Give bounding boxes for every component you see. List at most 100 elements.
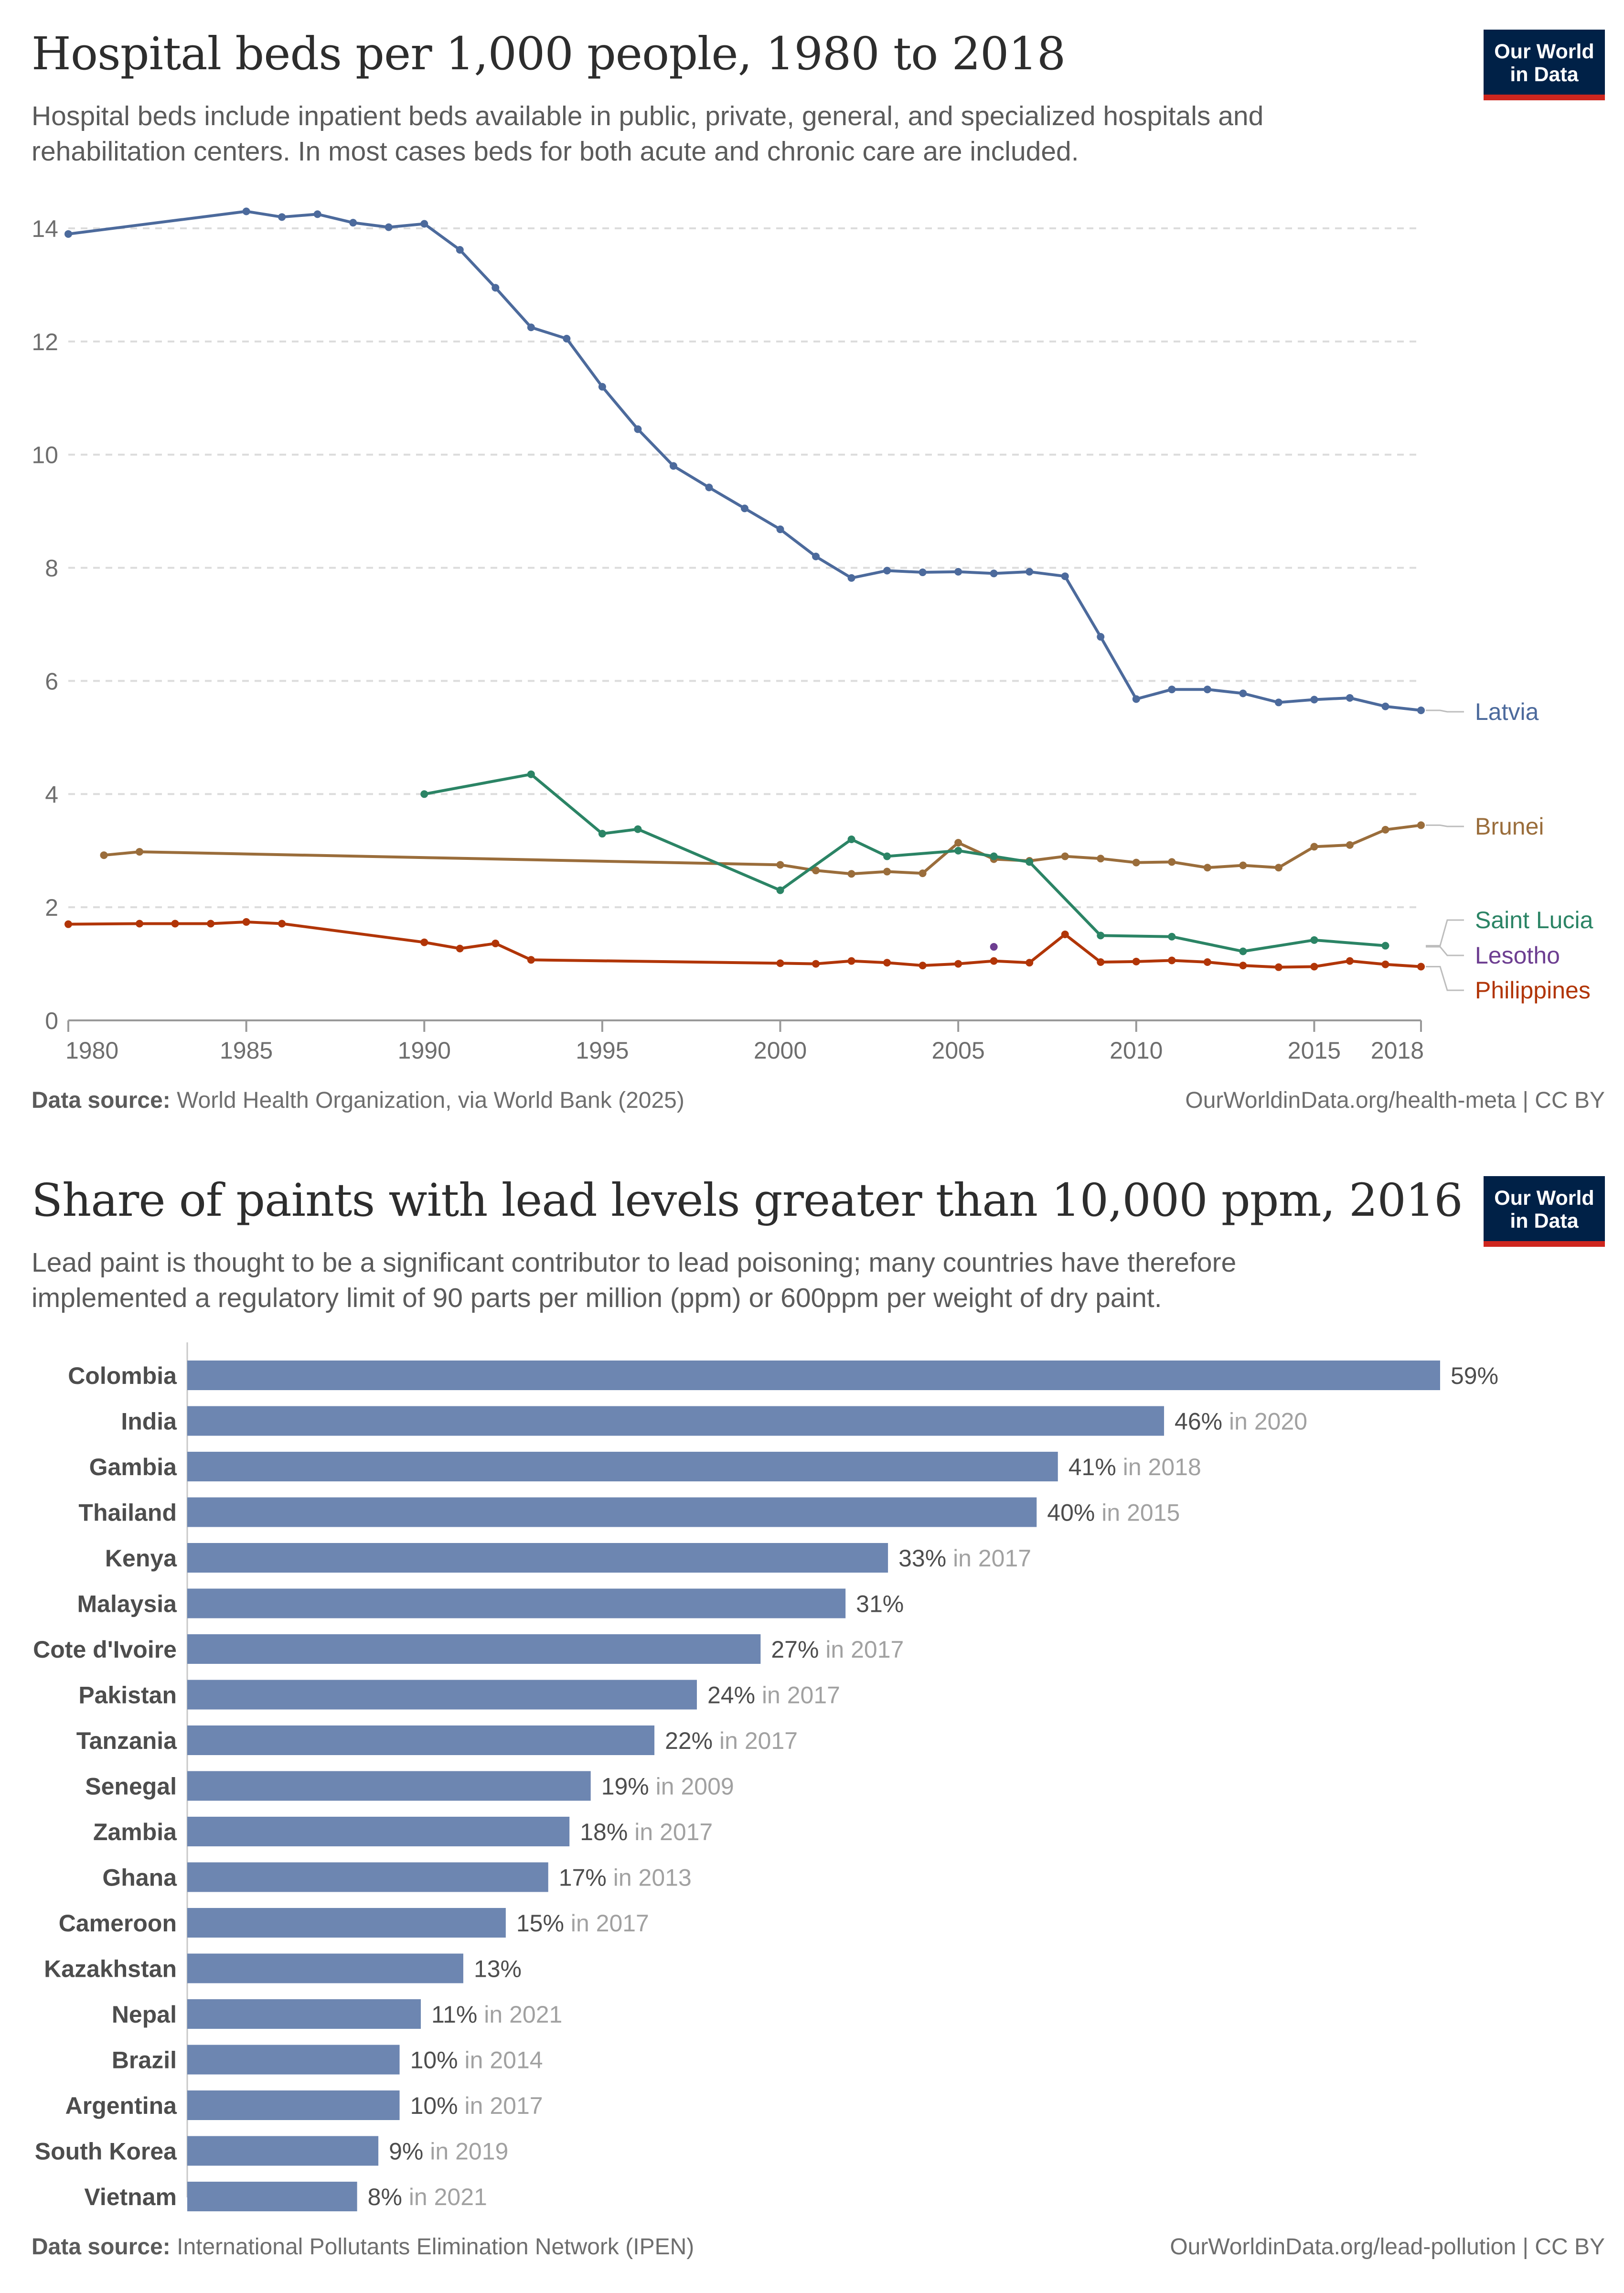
data-point-philippines[interactable] [456, 944, 464, 953]
data-point-saint-lucia[interactable] [883, 852, 891, 860]
data-point-philippines[interactable] [1417, 963, 1425, 971]
bar[interactable] [187, 1497, 1037, 1527]
data-point-philippines[interactable] [812, 960, 820, 968]
data-point-brunei[interactable] [1274, 864, 1282, 872]
data-point-latvia[interactable] [847, 574, 855, 582]
bar[interactable] [187, 2045, 400, 2075]
data-point-latvia[interactable] [990, 569, 998, 578]
data-point-latvia[interactable] [1417, 707, 1425, 715]
data-point-philippines[interactable] [1097, 958, 1105, 966]
data-point-brunei[interactable] [1061, 852, 1069, 860]
bar[interactable] [187, 1908, 506, 1938]
data-point-philippines[interactable] [527, 956, 535, 964]
data-point-saint-lucia[interactable] [420, 790, 428, 798]
data-point-brunei[interactable] [1168, 858, 1176, 866]
data-point-latvia[interactable] [456, 246, 464, 254]
data-point-latvia[interactable] [1239, 689, 1247, 697]
source-url-link[interactable]: OurWorldinData.org/lead-pollution | CC B… [1170, 2234, 1605, 2260]
data-point-philippines[interactable] [1026, 959, 1034, 967]
data-point-latvia[interactable] [1203, 686, 1211, 694]
data-point-philippines[interactable] [1168, 956, 1176, 964]
bar[interactable] [187, 1634, 761, 1664]
data-point-lesotho[interactable] [990, 943, 998, 951]
series-line-brunei[interactable] [104, 824, 1421, 876]
data-point-brunei[interactable] [847, 870, 855, 878]
bar[interactable] [187, 1361, 1440, 1390]
data-point-latvia[interactable] [598, 383, 606, 391]
data-point-brunei[interactable] [812, 867, 820, 875]
data-point-brunei[interactable] [1097, 855, 1105, 863]
data-point-latvia[interactable] [420, 220, 428, 228]
data-point-philippines[interactable] [171, 920, 179, 928]
data-point-saint-lucia[interactable] [1026, 858, 1034, 866]
data-point-philippines[interactable] [1061, 930, 1069, 938]
bar[interactable] [187, 1771, 591, 1801]
data-point-saint-lucia[interactable] [954, 846, 962, 855]
data-point-latvia[interactable] [1097, 633, 1105, 641]
data-point-philippines[interactable] [278, 920, 286, 928]
data-point-philippines[interactable] [136, 920, 144, 928]
data-point-latvia[interactable] [1346, 694, 1354, 702]
data-point-latvia[interactable] [527, 323, 535, 332]
data-point-latvia[interactable] [385, 223, 393, 231]
bar[interactable] [187, 1406, 1165, 1436]
bar[interactable] [187, 1680, 697, 1710]
data-point-latvia[interactable] [1061, 572, 1069, 580]
data-point-latvia[interactable] [349, 219, 357, 227]
data-point-brunei[interactable] [1203, 864, 1211, 872]
data-point-brunei[interactable] [1132, 858, 1140, 867]
data-point-philippines[interactable] [1274, 963, 1282, 971]
legend-label-brunei[interactable]: Brunei [1475, 813, 1544, 840]
data-point-philippines[interactable] [207, 920, 215, 928]
data-point-saint-lucia[interactable] [776, 886, 784, 894]
bar[interactable] [187, 1543, 888, 1573]
owid-logo[interactable]: Our World in Data [1484, 1176, 1605, 1247]
data-point-latvia[interactable] [278, 213, 286, 221]
data-point-saint-lucia[interactable] [847, 836, 855, 844]
data-point-philippines[interactable] [990, 957, 998, 965]
data-point-latvia[interactable] [812, 552, 820, 560]
legend-label-philippines[interactable]: Philippines [1475, 977, 1591, 1004]
data-point-brunei[interactable] [954, 839, 962, 847]
bar[interactable] [187, 2136, 379, 2166]
legend-label-saint-lucia[interactable]: Saint Lucia [1475, 907, 1593, 933]
data-point-latvia[interactable] [491, 284, 500, 292]
data-point-philippines[interactable] [919, 962, 927, 970]
data-point-philippines[interactable] [1132, 957, 1140, 965]
data-point-latvia[interactable] [919, 568, 927, 577]
data-point-latvia[interactable] [563, 334, 571, 343]
data-point-latvia[interactable] [1132, 695, 1140, 703]
data-point-philippines[interactable] [64, 920, 72, 928]
data-point-latvia[interactable] [1026, 568, 1034, 576]
data-point-saint-lucia[interactable] [634, 825, 642, 833]
bar[interactable] [187, 1588, 846, 1618]
data-point-saint-lucia[interactable] [990, 852, 998, 860]
data-point-saint-lucia[interactable] [598, 830, 606, 838]
bar[interactable] [187, 2182, 357, 2211]
data-point-brunei[interactable] [136, 848, 144, 856]
data-point-saint-lucia[interactable] [527, 770, 535, 778]
data-point-philippines[interactable] [847, 957, 855, 965]
data-point-brunei[interactable] [919, 869, 927, 878]
data-point-philippines[interactable] [1203, 958, 1211, 966]
data-point-brunei[interactable] [883, 868, 891, 876]
data-point-latvia[interactable] [64, 230, 72, 238]
source-url-link[interactable]: OurWorldinData.org/health-meta | CC BY [1185, 1088, 1605, 1113]
bar[interactable] [187, 1953, 463, 1983]
data-point-brunei[interactable] [1239, 861, 1247, 869]
data-point-philippines[interactable] [420, 938, 428, 946]
series-line-philippines[interactable] [68, 920, 1421, 969]
bar[interactable] [187, 1452, 1058, 1481]
data-point-philippines[interactable] [776, 959, 784, 967]
bar[interactable] [187, 1999, 421, 2029]
data-point-philippines[interactable] [1346, 957, 1354, 965]
data-point-saint-lucia[interactable] [1381, 942, 1389, 950]
data-point-latvia[interactable] [313, 210, 321, 218]
data-point-philippines[interactable] [491, 939, 500, 947]
data-point-latvia[interactable] [954, 568, 962, 576]
owid-logo[interactable]: Our World in Data [1484, 30, 1605, 100]
bar[interactable] [187, 1817, 570, 1846]
data-point-latvia[interactable] [741, 504, 748, 513]
data-point-philippines[interactable] [1239, 962, 1247, 970]
series-line-latvia[interactable] [68, 210, 1421, 712]
